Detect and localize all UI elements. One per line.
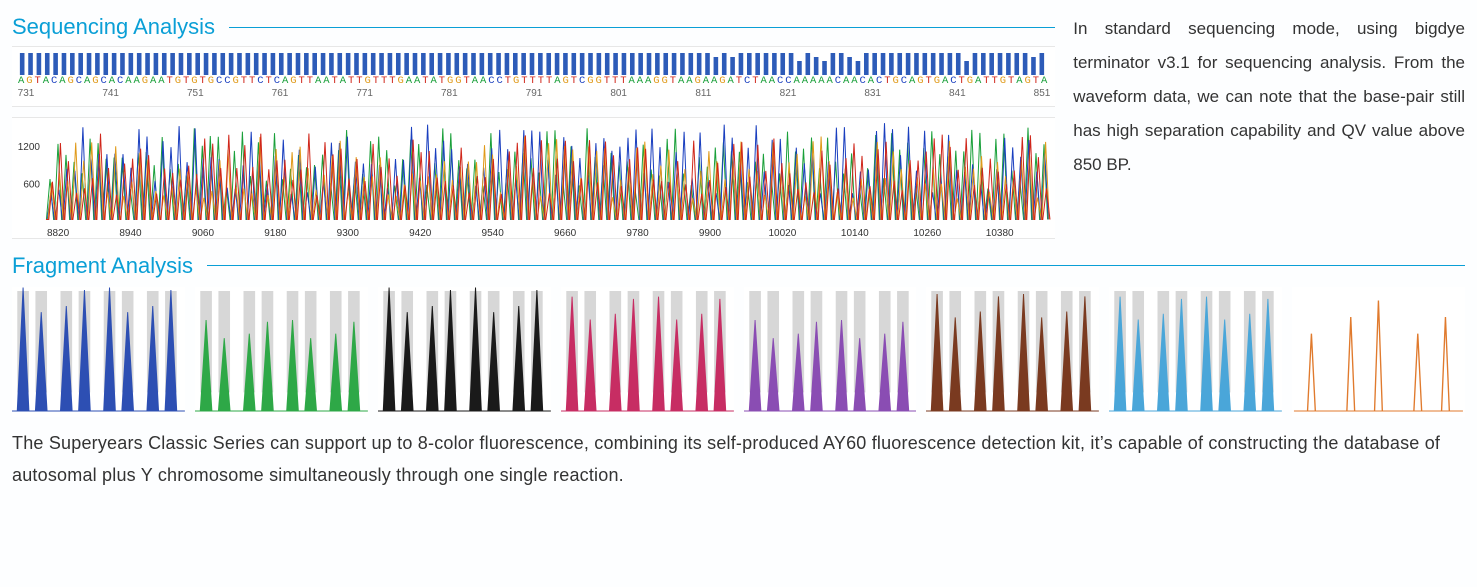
sequencing-description: In standard sequencing mode, using bigdy… [1073, 8, 1465, 182]
sequence-tick: 821 [780, 88, 797, 99]
sequencing-left-column: Sequencing Analysis AGTACAGCAGCACAAGAATG… [12, 8, 1055, 239]
svg-text:8820: 8820 [47, 228, 70, 238]
sequence-tick: 831 [864, 88, 881, 99]
sequence-letters: AGTACAGCAGCACAAGAATGTGTGCCGTTCTCAGTTAATA… [18, 76, 1049, 88]
sequencing-rule [229, 27, 1055, 28]
svg-text:10380: 10380 [986, 228, 1014, 238]
sequence-position-ticks: 731 741 751 761 771 781 791 801 811 821 831 841 851 [18, 88, 1049, 100]
svg-text:8940: 8940 [119, 228, 142, 238]
sequence-tick: 791 [526, 88, 543, 99]
sequence-tick: 811 [695, 88, 711, 99]
sequence-tick: 751 [187, 88, 204, 99]
fragment-panel-2 [378, 287, 551, 417]
svg-text:10260: 10260 [913, 228, 941, 238]
sequencing-section: Sequencing Analysis AGTACAGCAGCACAAGAATG… [12, 8, 1465, 239]
svg-text:9660: 9660 [554, 228, 577, 238]
sequencing-title: Sequencing Analysis [12, 14, 215, 40]
fragment-panel-5 [926, 287, 1099, 417]
fragment-rule [207, 265, 1465, 266]
svg-text:9180: 9180 [264, 228, 287, 238]
sequencing-header: Sequencing Analysis [12, 14, 1055, 40]
sequence-tick: 731 [18, 88, 35, 99]
fragment-panel-3 [561, 287, 734, 417]
svg-text:9780: 9780 [626, 228, 649, 238]
svg-text:9540: 9540 [482, 228, 505, 238]
fragment-header: Fragment Analysis [12, 253, 1465, 279]
fragment-panel-4 [744, 287, 917, 417]
svg-text:9420: 9420 [409, 228, 432, 238]
svg-text:9060: 9060 [192, 228, 215, 238]
quality-bar-panel: AGTACAGCAGCACAAGAATGTGTGCCGTTCTCAGTTAATA… [12, 46, 1055, 107]
svg-text:10020: 10020 [769, 228, 797, 238]
sequence-tick: 801 [610, 88, 627, 99]
sequence-tick: 851 [1034, 88, 1051, 99]
svg-text:600: 600 [23, 179, 40, 190]
sequence-tick: 841 [949, 88, 966, 99]
sequence-tick: 781 [441, 88, 458, 99]
fragment-panel-7 [1292, 287, 1465, 417]
svg-text:9900: 9900 [699, 228, 722, 238]
svg-text:10140: 10140 [841, 228, 869, 238]
fragment-panel-6 [1109, 287, 1282, 417]
fragment-panel-1 [195, 287, 368, 417]
sequence-tick: 741 [102, 88, 119, 99]
fragment-panel-0 [12, 287, 185, 417]
sequence-tick: 771 [356, 88, 373, 99]
quality-bars [18, 51, 1049, 75]
svg-text:1200: 1200 [18, 142, 41, 153]
electropherogram-panel: 600 1200 8820 8940 9060 9180 9300 9420 9540 9660 9… [12, 117, 1055, 239]
fragment-panels-row [12, 287, 1465, 417]
svg-text:9300: 9300 [337, 228, 360, 238]
sequence-tick: 761 [272, 88, 289, 99]
fragment-title: Fragment Analysis [12, 253, 193, 279]
fragment-description: The Superyears Classic Series can suppor… [12, 427, 1465, 492]
